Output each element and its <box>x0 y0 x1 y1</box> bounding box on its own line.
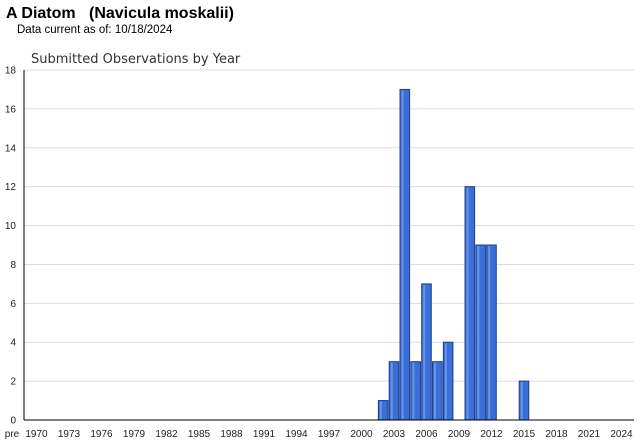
bar-highlight-2002 <box>379 401 382 419</box>
y-tick-label: 14 <box>5 143 17 154</box>
bar-2011 <box>475 244 486 421</box>
bar-2012 <box>486 244 497 421</box>
bar-highlight-2006 <box>423 284 426 419</box>
x-tick-label: 2024 <box>610 429 633 440</box>
common-name: A Diatom <box>6 5 76 22</box>
data-current-label: Data current as of: <box>17 24 112 36</box>
y-tick-label: 8 <box>10 260 16 271</box>
x-tick-label: 2021 <box>578 429 601 440</box>
y-tick-label: 2 <box>10 377 16 388</box>
page-header: A Diatom (Navicula moskalii) <box>6 4 234 24</box>
y-tick-label: 10 <box>5 221 17 232</box>
bar-2003 <box>388 361 400 421</box>
grid-layer <box>24 69 634 382</box>
bar-2015 <box>518 380 530 421</box>
bar-highlight-2011 <box>477 246 480 419</box>
bar-highlight-2005 <box>412 362 415 419</box>
axis-layer: 0 2 4 6 8 10 12 14 16 18 pre 1970 1973 1976 1979 1982 19… <box>5 66 634 440</box>
x-tick-label: 1988 <box>220 429 243 440</box>
bar-2007 <box>432 361 443 421</box>
x-tick-label: 2015 <box>513 429 536 440</box>
x-tick-label: 1985 <box>188 429 211 440</box>
y-tick-label: 0 <box>10 416 16 427</box>
x-tick-label: 2012 <box>480 429 503 440</box>
bar-highlight-2015 <box>520 382 523 419</box>
x-tick-label: 1973 <box>58 429 81 440</box>
y-tick-label: 16 <box>5 104 17 115</box>
bar-highlight-2007 <box>434 362 437 419</box>
y-tick-label: 12 <box>5 182 17 193</box>
x-tick-label: 1979 <box>123 429 146 440</box>
bar-2008 <box>442 341 454 421</box>
bar-highlight-2004 <box>401 90 404 419</box>
x-tick-label: 2006 <box>415 429 438 440</box>
x-tick-label: 1970 <box>25 429 48 440</box>
x-tick-label: 2009 <box>448 429 471 440</box>
x-tick-label: 1976 <box>90 429 113 440</box>
bar-highlight-2010 <box>466 187 469 419</box>
bar-highlight-2008 <box>444 343 447 419</box>
bar-2004 <box>399 88 411 421</box>
x-tick-label: 1982 <box>155 429 178 440</box>
data-current-line: Data current as of: 10/18/2024 <box>17 24 172 36</box>
x-tick-label: 2018 <box>545 429 568 440</box>
x-tick-label: 1997 <box>318 429 341 440</box>
bar-2006 <box>421 283 432 421</box>
x-tick-label: 1994 <box>285 429 308 440</box>
x-tick-label: 1991 <box>253 429 276 440</box>
x-tick-label: 2000 <box>350 429 373 440</box>
x-tick-label: 2003 <box>383 429 406 440</box>
y-tick-label: 4 <box>10 338 16 349</box>
bar-layer <box>377 88 530 421</box>
bar-2002 <box>377 400 389 421</box>
data-current-date: 10/18/2024 <box>114 24 173 36</box>
x-tick-label: pre <box>5 429 20 440</box>
bar-highlight-2012 <box>488 246 491 419</box>
y-tick-label: 6 <box>10 299 16 310</box>
y-tick-label: 18 <box>5 66 17 77</box>
bar-highlight-2003 <box>390 362 393 419</box>
chart-title: Submitted Observations by Year <box>31 52 241 67</box>
scientific-name: (Navicula moskalii) <box>88 5 234 22</box>
species-title: A Diatom (Navicula moskalii) <box>6 4 234 24</box>
bar-2010 <box>464 186 476 421</box>
bar-2005 <box>410 361 421 421</box>
